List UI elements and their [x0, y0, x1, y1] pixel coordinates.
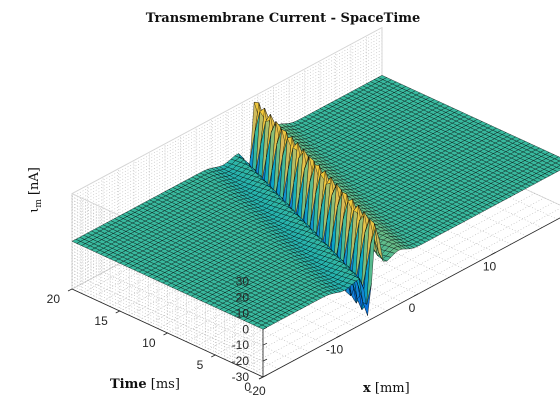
- chart-title: Transmembrane Current - SpaceTime: [146, 11, 421, 26]
- y-axis-label: Time [ms]: [110, 377, 180, 392]
- z-tick-label: 30: [236, 275, 250, 289]
- surface-face: [556, 165, 560, 170]
- grid-line: [71, 253, 264, 343]
- x-tick-label: -20: [248, 384, 266, 398]
- z-tick-mark: [262, 374, 268, 378]
- time-tick-mark: [163, 332, 168, 336]
- z-tick-mark: [262, 342, 268, 346]
- time-tick-mark: [211, 354, 216, 358]
- grid-line: [71, 256, 264, 346]
- grid-line: [118, 263, 310, 353]
- z-axis-label-subscript: m: [34, 199, 44, 208]
- y-axis-label-unit: [ms]: [151, 377, 180, 392]
- z-tick-label: -20: [232, 354, 250, 368]
- grid-line: [71, 247, 264, 336]
- z-axis-label-name: ι: [27, 208, 42, 213]
- z-tick-label: 20: [236, 291, 250, 305]
- z-axis-label: ιm [nA]: [27, 167, 44, 213]
- grid-line: [71, 263, 264, 352]
- surface-face: [554, 156, 560, 162]
- x-tick-mark: [258, 376, 264, 380]
- time-tick-label: 15: [94, 314, 108, 328]
- z-tick-label: -30: [232, 370, 250, 384]
- x-axis-label-unit: [mm]: [375, 381, 410, 396]
- z-axis-label-unit: [nA]: [27, 167, 42, 195]
- grid-line: [71, 260, 264, 349]
- x-tick-label: 0: [409, 301, 416, 315]
- time-tick-mark: [115, 310, 120, 314]
- time-tick-label: 20: [47, 292, 61, 306]
- x-tick-mark: [336, 335, 341, 338]
- surface-mesh: [71, 75, 560, 330]
- z-tick-mark: [262, 358, 268, 362]
- grid-line: [71, 244, 264, 333]
- grid-line: [102, 272, 295, 361]
- time-tick-mark: [67, 288, 73, 292]
- x-tick-label: -10: [326, 343, 344, 357]
- time-tick-label: 5: [197, 358, 204, 372]
- z-tick-label: -10: [232, 338, 250, 352]
- time-tick-label: 0: [244, 380, 251, 394]
- x-axis-label: x [mm]: [363, 381, 410, 396]
- grid-line: [71, 266, 264, 356]
- grid-line: [71, 250, 264, 340]
- time-tick-label: 10: [142, 336, 156, 350]
- top-edge: [71, 27, 383, 194]
- z-tick-label: 10: [236, 306, 250, 320]
- x-tick-mark: [491, 252, 496, 255]
- x-tick-label: 10: [483, 260, 497, 274]
- x-tick-mark: [413, 293, 419, 297]
- grid-line: [87, 280, 279, 369]
- x-axis-label-name: x: [363, 381, 371, 396]
- z-tick-label: 0: [242, 322, 249, 336]
- y-axis-label-name: Time: [110, 377, 147, 392]
